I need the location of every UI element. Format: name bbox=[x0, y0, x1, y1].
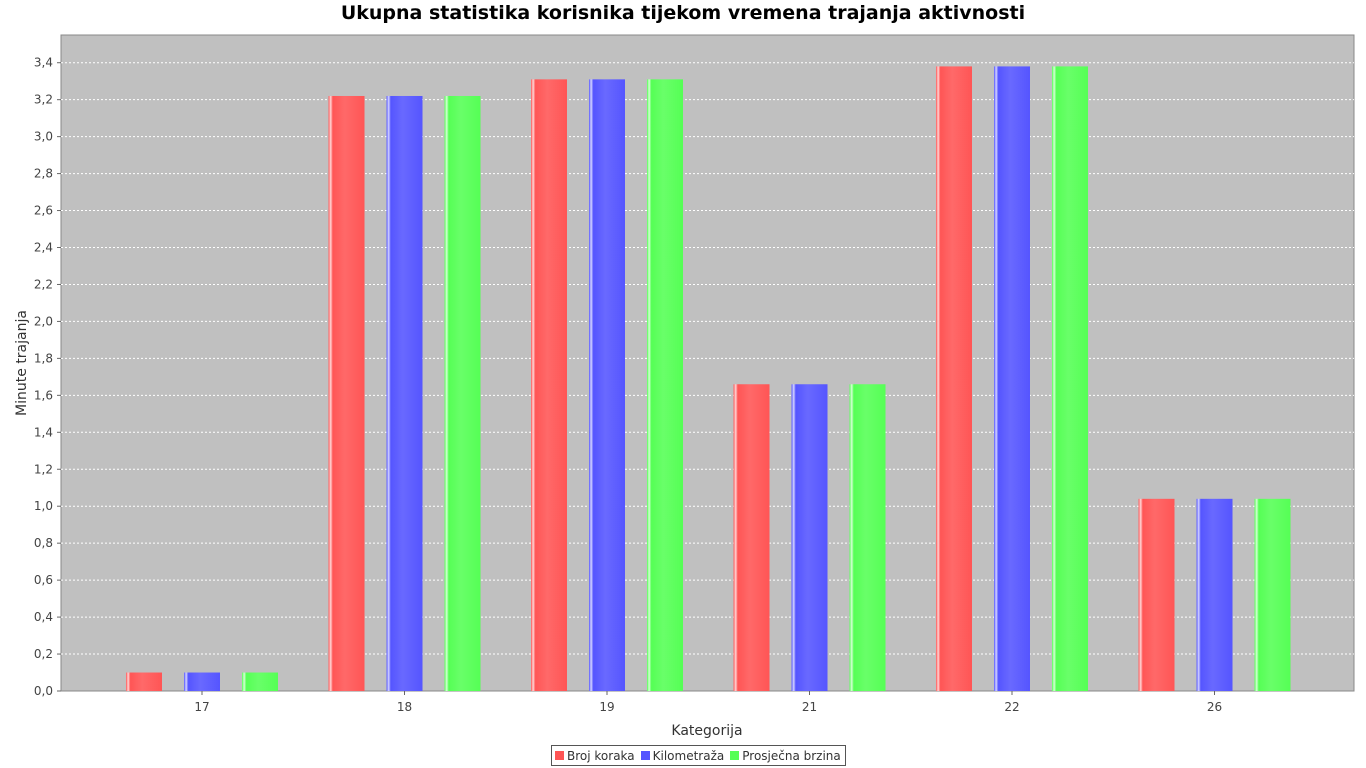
bar bbox=[1138, 498, 1175, 691]
y-tick-label: 1,0 bbox=[34, 499, 53, 513]
bar bbox=[242, 672, 278, 691]
legend-item: Broj koraka bbox=[555, 749, 635, 763]
y-tick-label: 0,0 bbox=[34, 684, 53, 698]
y-axis-label: Minute trajanja bbox=[14, 310, 30, 416]
y-tick-label: 3,2 bbox=[34, 93, 53, 107]
legend-swatch bbox=[640, 751, 650, 760]
x-axis-ticks: 17 18 19 21 22 26 bbox=[194, 691, 1222, 714]
bar bbox=[1254, 498, 1291, 691]
bar bbox=[328, 95, 365, 691]
x-axis-label: Kategorija bbox=[671, 723, 742, 739]
legend-item: Kilometraža bbox=[640, 748, 725, 763]
x-tick-label: 26 bbox=[1207, 700, 1222, 714]
x-tick-label: 21 bbox=[802, 700, 817, 714]
legend-swatch bbox=[555, 751, 564, 760]
bar bbox=[1052, 66, 1088, 692]
legend: Broj koraka Kilometraža Prosječna brzina bbox=[551, 745, 846, 766]
bar bbox=[936, 66, 972, 692]
bar bbox=[994, 66, 1030, 692]
y-tick-label: 2,4 bbox=[34, 241, 53, 255]
legend-label: Kilometraža bbox=[652, 748, 725, 763]
y-tick-label: 0,4 bbox=[34, 610, 53, 624]
y-tick-label: 3,0 bbox=[34, 130, 53, 144]
bar bbox=[733, 384, 770, 691]
y-tick-label: 2,8 bbox=[34, 167, 53, 181]
x-tick-label: 18 bbox=[397, 700, 412, 714]
bar bbox=[386, 95, 423, 691]
bar bbox=[791, 384, 828, 691]
bar bbox=[184, 672, 220, 691]
y-tick-label: 1,8 bbox=[34, 351, 53, 365]
bar bbox=[126, 672, 162, 691]
bar bbox=[589, 79, 625, 691]
x-tick-label: 17 bbox=[194, 700, 209, 714]
y-tick-label: 0,8 bbox=[34, 536, 53, 550]
legend-item: Prosječna brzina bbox=[730, 749, 841, 763]
x-tick-label: 22 bbox=[1004, 700, 1019, 714]
x-tick-label: 19 bbox=[599, 700, 614, 714]
legend-label: Prosječna brzina bbox=[742, 748, 841, 763]
bar bbox=[444, 95, 481, 691]
y-tick-label: 1,6 bbox=[34, 388, 53, 402]
bar bbox=[849, 384, 886, 691]
legend-label: Broj koraka bbox=[567, 748, 635, 763]
y-tick-label: 3,4 bbox=[34, 56, 53, 70]
y-tick-label: 0,2 bbox=[34, 647, 53, 661]
y-tick-label: 2,0 bbox=[34, 314, 53, 328]
bar bbox=[1196, 498, 1233, 691]
legend-swatch bbox=[730, 751, 740, 760]
chart-title: Ukupna statistika korisnika tijekom vrem… bbox=[340, 2, 1026, 24]
bar bbox=[531, 79, 567, 691]
y-tick-label: 1,2 bbox=[34, 462, 53, 476]
y-tick-label: 0,6 bbox=[34, 573, 53, 587]
bar bbox=[647, 79, 683, 691]
y-tick-label: 2,2 bbox=[34, 277, 53, 291]
y-axis-ticks: 0,0 0,2 0,4 0,6 0,8 1,0 1,2 1,4 1,6 1,8 2,0 2,2 2,4 2… bbox=[34, 56, 61, 698]
bars bbox=[126, 66, 1291, 692]
y-tick-label: 2,6 bbox=[34, 204, 53, 218]
y-tick-label: 1,4 bbox=[34, 425, 53, 439]
